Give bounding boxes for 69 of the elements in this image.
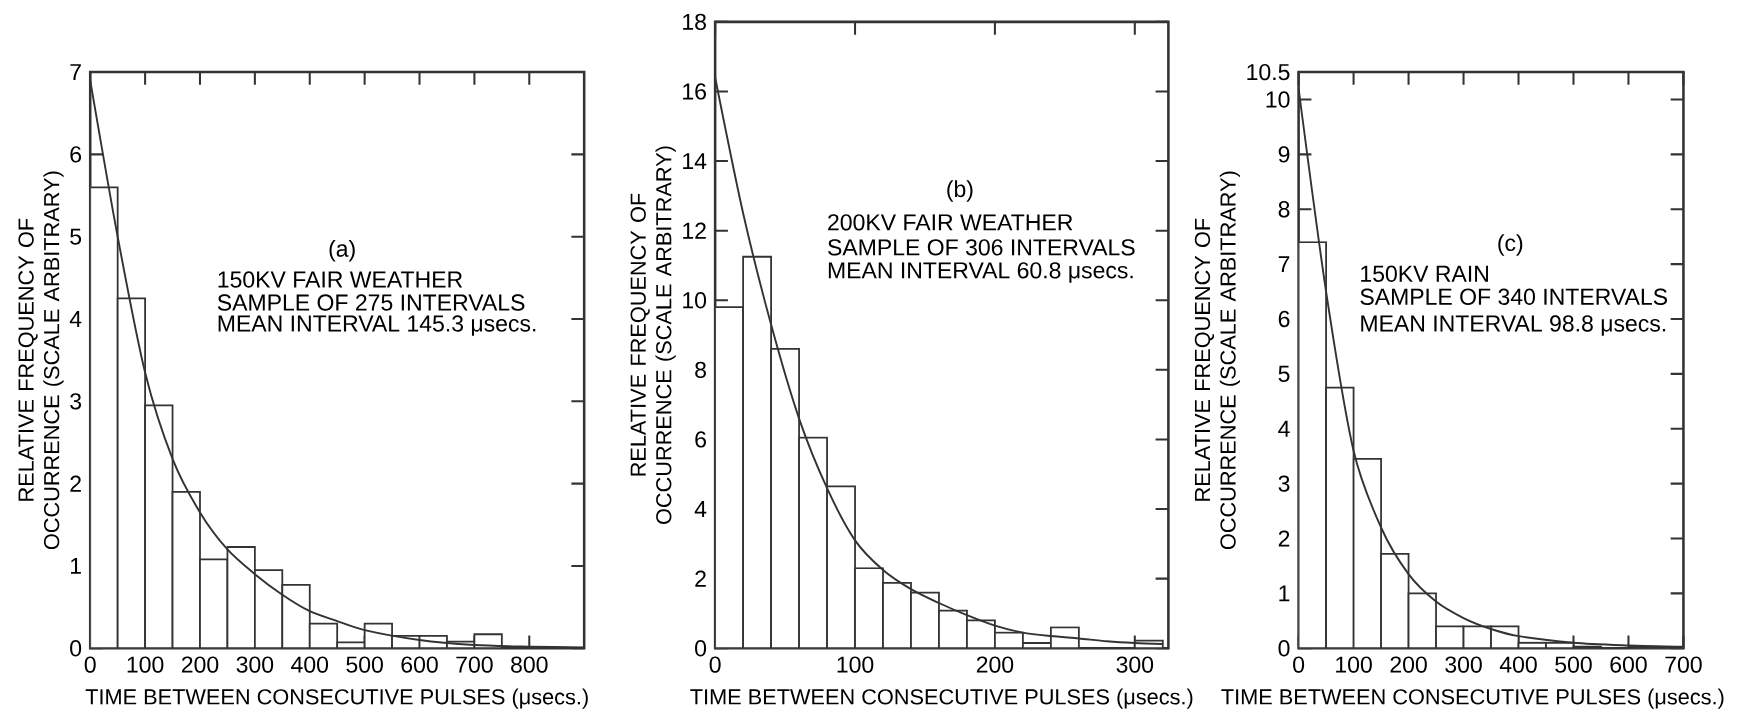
y-tick-label: 3 <box>70 393 82 410</box>
y-tick-label: 10.5 <box>1247 63 1290 81</box>
y-tick-label: 6 <box>70 146 82 163</box>
annotation: MEAN INTERVAL 60.8 μsecs. <box>828 262 1133 283</box>
annotation: MEAN INTERVAL 98.8 μsecs. <box>1361 315 1666 336</box>
x-tick-label: 200 <box>1390 656 1427 673</box>
y-tick-label: 6 <box>695 431 706 448</box>
y-tick-label: 12 <box>683 222 706 239</box>
y-tick-label: 4 <box>694 501 707 517</box>
x-tick-label: 700 <box>1665 656 1702 673</box>
x-tick-label: 500 <box>1555 656 1592 673</box>
y-tick-label: 1 <box>1279 585 1290 602</box>
x-axis-title: TIME BETWEEN CONSECUTIVE PULSES (μsecs.) <box>1221 688 1724 709</box>
x-tick-label: 600 <box>401 656 438 673</box>
annotation: 150KV FAIR WEATHER <box>218 271 463 288</box>
annotation: 150KV RAIN <box>1361 265 1488 282</box>
y-tick-label: 5 <box>70 228 82 245</box>
x-tick-label: 100 <box>127 656 164 673</box>
annotation: SAMPLE OF 275 INTERVALS <box>217 294 525 311</box>
y-tick-label: 0 <box>1278 640 1290 657</box>
y-tick-label: 2 <box>1278 530 1290 547</box>
annotation: 200KV FAIR WEATHER <box>828 214 1073 231</box>
x-tick-label: 800 <box>511 656 548 673</box>
y-tick-label: 5 <box>1278 365 1290 382</box>
y-axis-title: RELATIVE FREQUENCY OF OCCURRENCE (SCALE ARBITRARY) <box>18 171 64 550</box>
x-axis-title: TIME BETWEEN CONSECUTIVE PULSES (μsecs.) <box>85 688 588 709</box>
x-tick-label: 300 <box>1116 656 1154 673</box>
y-tick-label: 2 <box>70 475 81 492</box>
x-tick-label: 200 <box>181 656 219 673</box>
x-axis-title: TIME BETWEEN CONSECUTIVE PULSES (μsecs.) <box>690 688 1193 709</box>
y-tick-label: 16 <box>683 83 706 100</box>
x-tick-label: 700 <box>456 656 493 673</box>
x-tick-label: 500 <box>346 656 383 673</box>
y-tick-label: 4 <box>69 311 82 327</box>
x-tick-label: 100 <box>837 656 874 673</box>
y-tick-label: 7 <box>70 64 81 80</box>
annotation: MEAN INTERVAL 145.3 μsecs. <box>218 315 536 336</box>
x-tick-label: 0 <box>709 656 721 673</box>
x-tick-label: 400 <box>291 656 329 673</box>
y-tick-label: 10 <box>683 292 707 309</box>
y-tick-label: 1 <box>71 558 81 574</box>
x-tick-label: 300 <box>1445 656 1482 673</box>
y-tick-label: 14 <box>683 153 707 169</box>
annotation: (c) <box>1498 234 1523 256</box>
y-tick-label: 2 <box>695 570 706 587</box>
x-tick-label: 200 <box>976 656 1014 673</box>
y-axis-title: RELATIVE FREQUENCY OF OCCURRENCE (SCALE ARBITRARY) <box>630 146 676 524</box>
x-tick-label: 100 <box>1336 656 1372 673</box>
y-tick-label: 9 <box>1278 146 1290 163</box>
y-tick-label: 0 <box>695 640 707 657</box>
annotation: (b) <box>947 180 973 202</box>
y-tick-label: 0 <box>70 640 82 657</box>
y-tick-label: 10 <box>1266 91 1290 108</box>
x-tick-label: 600 <box>1610 656 1647 673</box>
x-tick-label: 400 <box>1499 656 1537 673</box>
x-tick-label: 300 <box>236 656 274 673</box>
y-tick-label: 4 <box>1278 420 1290 437</box>
y-tick-label: 8 <box>695 361 706 379</box>
y-tick-label: 7 <box>1278 256 1290 273</box>
annotation: (a) <box>329 239 355 262</box>
annotation: SAMPLE OF 306 INTERVALS <box>828 239 1135 256</box>
y-tick-label: 8 <box>1278 201 1290 218</box>
y-tick-label: 18 <box>683 13 706 31</box>
y-axis-title: RELATIVE FREQUENCY OF OCCURRENCE (SCALE ARBITRARY) <box>1194 171 1241 550</box>
y-tick-label: 3 <box>1278 475 1290 492</box>
annotation: SAMPLE OF 340 INTERVALS <box>1360 288 1668 305</box>
x-tick-label: 0 <box>1293 656 1305 673</box>
x-tick-label: 0 <box>84 656 96 673</box>
y-tick-label: 6 <box>1278 310 1290 328</box>
